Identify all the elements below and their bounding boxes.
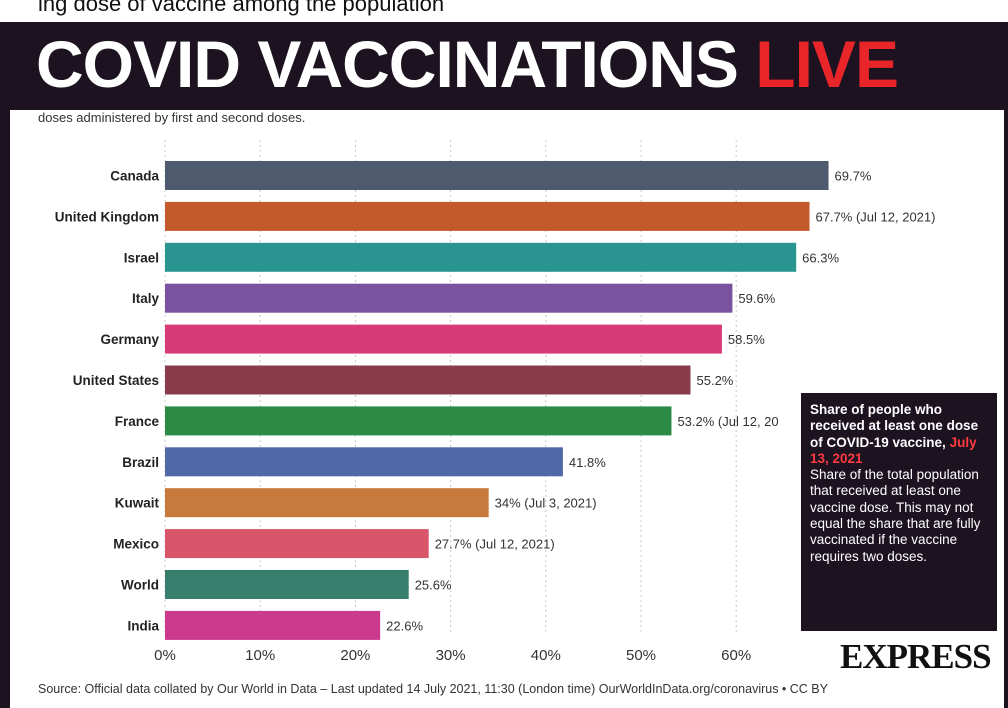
x-tick-label: 40% (531, 647, 561, 664)
bar (165, 610, 381, 640)
category-label: Israel (124, 250, 159, 265)
bar (165, 201, 810, 231)
category-label: Germany (100, 332, 159, 347)
title-banner: COVID VACCINATIONS LIVE (10, 22, 1008, 110)
x-tick-label: 50% (626, 647, 656, 664)
bar (165, 242, 797, 272)
value-label: 41.8% (569, 455, 606, 470)
x-tick-label: 60% (721, 647, 751, 664)
value-label: 58.5% (728, 332, 765, 347)
value-label: 59.6% (738, 291, 775, 306)
express-logo: EXPRESS (840, 637, 992, 676)
x-tick-label: 0% (154, 647, 176, 664)
category-label: Canada (110, 169, 159, 184)
value-label: 25.6% (415, 578, 452, 593)
title-main: COVID VACCINATIONS (36, 27, 739, 101)
frame-left (0, 22, 10, 708)
title-live: LIVE (755, 27, 899, 101)
source-note: Source: Official data collated by Our Wo… (38, 682, 828, 696)
category-label: World (121, 578, 159, 593)
bar (165, 161, 829, 190)
bar (165, 283, 733, 313)
category-label: Brazil (122, 455, 159, 470)
category-label: France (115, 414, 160, 429)
bar (165, 447, 563, 477)
frame-right (1004, 22, 1008, 708)
top-caption-text: ing dose of vaccine among the population (38, 0, 445, 16)
bar (165, 570, 409, 599)
category-label: Italy (132, 291, 160, 306)
value-label: 34% (Jul 3, 2021) (495, 496, 597, 511)
value-label: 67.7% (Jul 12, 2021) (816, 209, 936, 224)
value-label: 27.7% (Jul 12, 2021) (435, 537, 555, 552)
value-label: 66.3% (802, 250, 839, 265)
category-label: United Kingdom (55, 209, 159, 224)
bar (165, 488, 489, 518)
category-label: India (127, 618, 159, 633)
category-label: United States (73, 373, 159, 388)
bar (165, 406, 672, 436)
chart-subtitle: doses administered by first and second d… (38, 110, 306, 125)
category-label: Mexico (113, 537, 159, 552)
bar (165, 324, 722, 354)
bar (165, 365, 691, 395)
value-label: 53.2% (Jul 12, 20 (677, 414, 778, 429)
x-tick-label: 30% (436, 647, 466, 664)
category-label: Kuwait (115, 496, 160, 511)
value-label: 55.2% (697, 373, 734, 388)
value-label: 69.7% (835, 169, 872, 184)
value-label: 22.6% (386, 618, 423, 633)
page-title: COVID VACCINATIONS LIVE (36, 26, 899, 102)
bar (165, 529, 429, 559)
x-tick-label: 10% (245, 647, 275, 664)
x-tick-label: 20% (340, 647, 370, 664)
info-box-head: Share of people who received at least on… (810, 402, 979, 450)
info-box-date: July 13, 2021 (810, 434, 977, 466)
info-box-body: Share of the total population that recei… (810, 467, 981, 564)
info-box: Share of people who received at least on… (801, 393, 997, 631)
top-caption-strip: ing dose of vaccine among the population (0, 0, 1008, 22)
